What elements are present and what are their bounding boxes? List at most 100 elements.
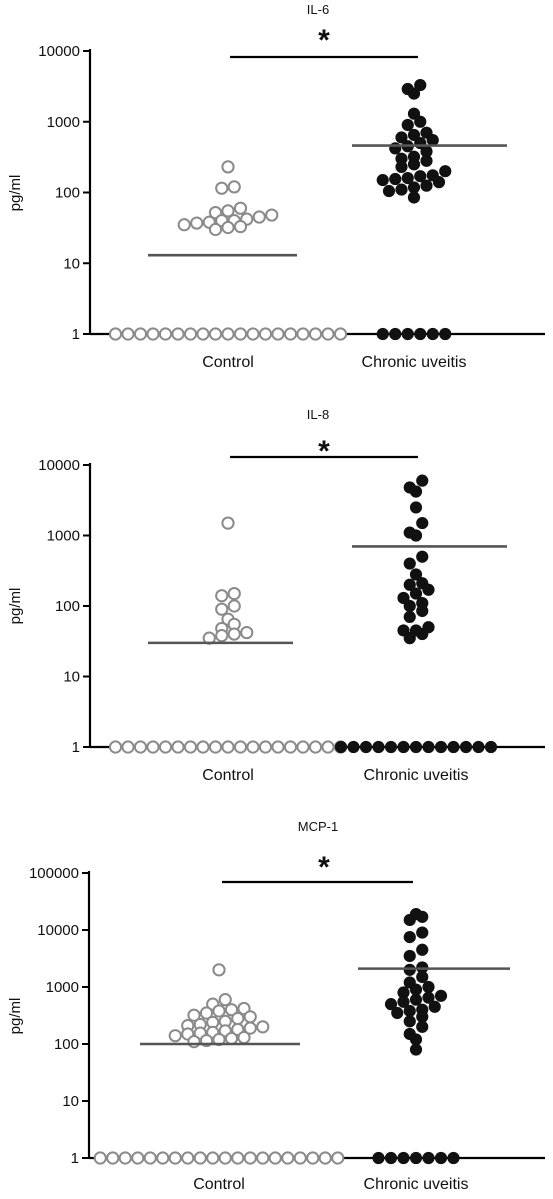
data-point-open [265, 208, 279, 222]
data-point-filled [428, 1000, 441, 1013]
data-point-filled [334, 740, 348, 754]
data-point-filled [372, 1151, 385, 1165]
y-tick-label: 1 [72, 326, 80, 343]
data-point-open [177, 218, 191, 232]
data-point-filled [407, 158, 421, 171]
data-point-filled [401, 118, 414, 132]
data-point-filled [403, 949, 416, 963]
data-point-open [158, 740, 173, 754]
data-point-open [293, 1151, 307, 1165]
data-point-open [256, 1151, 270, 1165]
data-point-filled [416, 516, 429, 530]
data-point-open [243, 1021, 257, 1035]
data-point-open [231, 1011, 245, 1026]
y-axis-label: pg/ml [7, 998, 24, 1035]
data-point-open [318, 1151, 332, 1165]
data-point-filled [426, 327, 439, 341]
x-category-label: Control [202, 767, 254, 784]
data-point-filled [397, 591, 410, 605]
data-point-filled [359, 740, 373, 754]
data-point-open [256, 1020, 270, 1034]
data-point-filled [403, 578, 416, 591]
y-tick-label: 1000 [47, 528, 80, 545]
data-point-filled [414, 78, 427, 92]
data-point-open [227, 627, 241, 641]
data-point-filled [382, 184, 396, 198]
data-point-filled [484, 740, 498, 754]
data-point-filled [401, 171, 414, 185]
y-axis-label: pg/ml [7, 588, 24, 625]
data-point-filled [403, 1015, 416, 1028]
data-point-filled [459, 740, 473, 754]
data-point-filled [447, 740, 460, 754]
data-point-open [106, 1151, 120, 1165]
data-point-filled [372, 740, 385, 754]
data-point-filled [407, 128, 421, 142]
data-point-filled [409, 993, 423, 1006]
data-point-filled [416, 1020, 429, 1033]
data-point-open [243, 1010, 257, 1024]
data-point-open [168, 1151, 182, 1165]
data-point-open [227, 599, 241, 613]
data-point-open [171, 740, 185, 754]
data-point-open [240, 625, 254, 640]
y-tick-label: 100 [54, 1036, 79, 1053]
data-point-open [118, 1151, 132, 1165]
data-point-open [133, 740, 148, 754]
data-point-filled [407, 181, 421, 194]
data-point-open [331, 1151, 345, 1165]
data-point-filled [401, 327, 414, 341]
data-point-open [321, 327, 335, 341]
data-point-filled [409, 529, 423, 542]
data-point-filled [376, 327, 389, 341]
chart-il8: IL-8 1 10 100 1000 10000 pg/ml Control Chronic u… [7, 407, 545, 784]
data-point-open [221, 740, 235, 754]
x-category-label: Control [193, 1176, 245, 1193]
chart-title: IL-8 [307, 407, 329, 422]
data-point-open [108, 327, 123, 341]
data-point-open [283, 327, 298, 341]
data-point-filled [397, 740, 410, 754]
data-point-open [181, 1151, 195, 1165]
data-point-filled [403, 1004, 416, 1018]
data-point-open [108, 740, 123, 754]
data-point-open [171, 327, 185, 341]
data-point-filled [422, 583, 435, 596]
data-point-open [196, 327, 210, 341]
data-point-open [146, 327, 160, 341]
data-point-open [193, 1151, 207, 1165]
data-point-filled [407, 87, 421, 100]
data-point-open [131, 1151, 145, 1165]
data-point-open [196, 740, 210, 754]
data-point-open [233, 327, 248, 341]
data-point-open [306, 1151, 320, 1165]
data-point-filled [439, 165, 452, 178]
data-point-filled [403, 913, 416, 927]
data-point-filled [409, 1151, 423, 1165]
data-point-filled [409, 740, 423, 754]
data-point-open [121, 327, 135, 341]
data-point-filled [416, 627, 429, 641]
data-point-filled [416, 970, 429, 984]
data-point-filled [409, 1043, 423, 1056]
data-point-filled [376, 173, 389, 187]
data-point-open [243, 1151, 257, 1165]
data-point-filled [397, 1151, 410, 1165]
data-point-filled [416, 474, 429, 487]
data-point-open [212, 1004, 226, 1018]
data-point-open [227, 180, 241, 194]
chart-title: MCP-1 [298, 819, 338, 834]
data-point-filled [416, 1010, 429, 1023]
y-tick-label: 100000 [29, 865, 79, 882]
y-tick-label: 10 [63, 669, 80, 686]
data-point-filled [416, 550, 429, 563]
y-tick-label: 1000 [47, 114, 80, 131]
data-point-filled [414, 327, 427, 341]
data-point-filled [432, 176, 446, 189]
data-point-filled [407, 191, 421, 204]
data-point-open [321, 740, 335, 754]
x-category-label: Chronic uveitis [364, 1176, 469, 1193]
data-point-filled [409, 587, 423, 600]
data-point-open [190, 216, 204, 230]
data-point-filled [416, 926, 429, 939]
